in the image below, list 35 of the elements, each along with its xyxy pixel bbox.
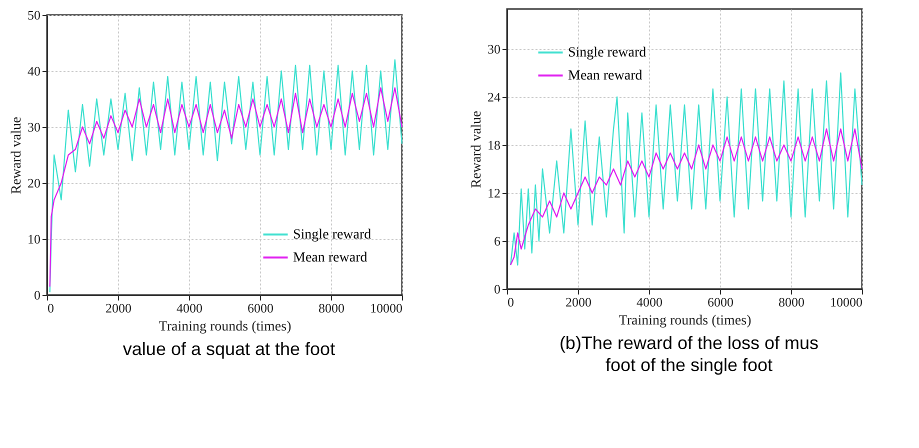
legend-label: Single reward: [568, 46, 646, 60]
y-tick-label: 24: [488, 90, 501, 104]
y-tick-label: 40: [28, 64, 40, 78]
y-tick-label: 50: [28, 8, 40, 22]
y-tick-label: 20: [28, 176, 40, 190]
text: value of a squat at the foot: [122, 338, 336, 360]
legend-label: Single reward: [293, 228, 372, 242]
x-tick-label: 8000: [778, 294, 804, 310]
y-axis-title: Reward value: [10, 116, 24, 194]
x-axis-title: Training rounds (times): [158, 320, 292, 334]
x-tick-label: 10000: [830, 294, 862, 310]
line-series: [510, 128, 863, 266]
x-tick-label: 0: [48, 300, 54, 316]
x-tick-label: 2000: [566, 294, 592, 310]
x-tick-label: 8000: [318, 300, 344, 316]
x-tick-label: 4000: [636, 294, 662, 310]
x-tick-label: 6000: [248, 300, 274, 316]
text: foot of the single foot: [604, 354, 774, 376]
legend-label: Mean reward: [293, 250, 368, 266]
x-axis-title: Training rounds (times): [618, 314, 752, 328]
y-tick-label: 30: [28, 120, 40, 134]
y-tick-label: 6: [494, 234, 501, 248]
x-tick-label: 4000: [176, 300, 202, 316]
x-tick-label: 10000: [370, 300, 402, 316]
y-axis-title: Reward value: [470, 110, 484, 188]
x-tick-label: 2000: [106, 300, 132, 316]
x-tick-label: 0: [508, 294, 514, 310]
y-tick-label: 30: [488, 42, 500, 56]
y-tick-label: 10: [28, 232, 40, 246]
y-tick-label: 0: [494, 282, 500, 296]
y-tick-label: 12: [488, 186, 500, 200]
legend-label: Mean reward: [568, 68, 642, 84]
text: (b)The reward of the loss of mus: [558, 332, 820, 354]
x-tick-label: 6000: [708, 294, 734, 310]
y-tick-label: 18: [488, 138, 500, 152]
